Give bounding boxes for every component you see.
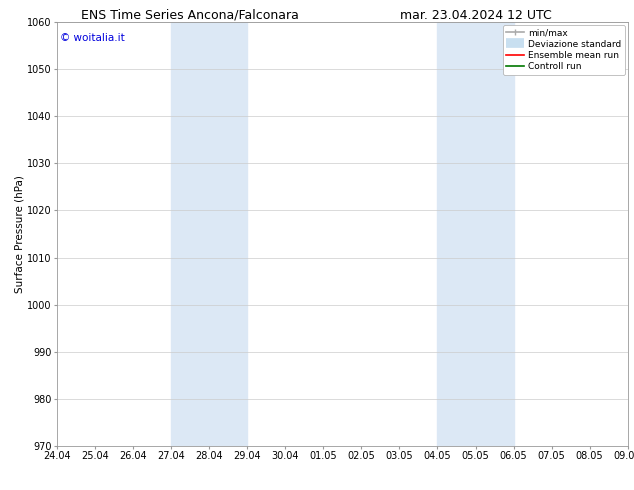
Text: ENS Time Series Ancona/Falconara: ENS Time Series Ancona/Falconara: [81, 9, 299, 22]
Bar: [171, 22, 247, 446]
Text: © woitalia.it: © woitalia.it: [60, 33, 125, 43]
Text: mar. 23.04.2024 12 UTC: mar. 23.04.2024 12 UTC: [399, 9, 552, 22]
Y-axis label: Surface Pressure (hPa): Surface Pressure (hPa): [14, 175, 24, 293]
Legend: min/max, Deviazione standard, Ensemble mean run, Controll run: min/max, Deviazione standard, Ensemble m…: [503, 25, 625, 75]
Bar: [437, 22, 514, 446]
